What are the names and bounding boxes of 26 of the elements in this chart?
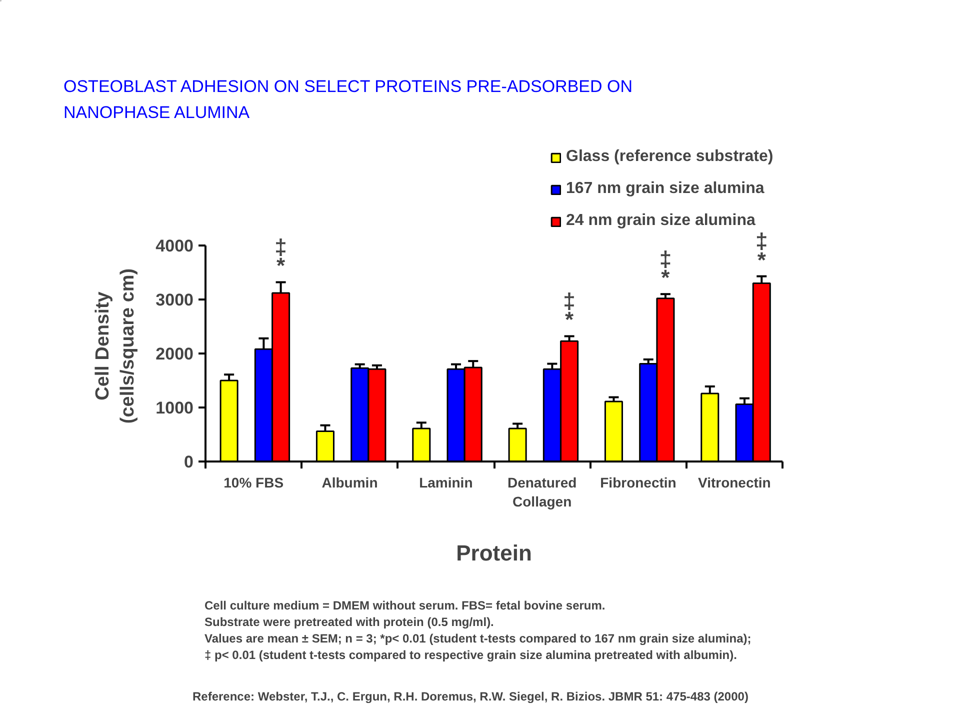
x-tick-label: 10% FBS (224, 474, 284, 490)
x-tick-label: Laminin (419, 474, 473, 490)
text: ‡ p< 0.01 (student t-tests compared to respective grain size alumina pretreated with albumin). (204, 648, 737, 662)
x-tick-label: Fibronectin (600, 474, 676, 490)
chart-title: OSTEOBLAST ADHESION ON SELECT PROTEINS PRE-ADSORBED ON NANOPHASE ALUMINA (64, 77, 633, 122)
text: Substrate were pretreated with protein (0.5 mg/ml). (204, 615, 494, 629)
legend-label: 24 nm grain size alumina (566, 212, 756, 230)
data-label: ‡ * (563, 288, 576, 332)
data-label: ‡ * (274, 234, 287, 278)
data-label: ‡ * (756, 228, 768, 272)
text: Reference: Webster, T.J., C. Ergun, R.H. Doremus, R.W. Siegel, R. Bizios. JBMR 51: 475-483 (2000) (192, 690, 748, 704)
y-tick-label: 3000 (156, 290, 194, 310)
x-tick-label: Denatured Collagen (507, 474, 577, 510)
x-tick-label: Vitronectin (698, 474, 771, 490)
y-tick-label: 4000 (156, 236, 194, 256)
y-tick-label: 2000 (156, 344, 194, 364)
text: Cell culture medium = DMEM without serum. FBS= fetal bovine serum. (204, 598, 606, 612)
data-label: ‡ * (659, 246, 672, 290)
text: Values are mean ± SEM; n = 3; *p< 0.01 (student t-tests compared to 167 nm grain size alumina); (204, 632, 752, 646)
x-axis-title: Protein (456, 540, 532, 566)
legend-label: Glass (reference substrate) (566, 148, 774, 166)
y-axis-title: Cell Density (cells/square cm) (92, 268, 139, 424)
y-tick-label: 0 (184, 452, 194, 472)
x-tick-label: Albumin (322, 474, 378, 490)
legend-label: 167 nm grain size alumina (566, 180, 764, 198)
y-tick-label: 1000 (156, 398, 194, 418)
